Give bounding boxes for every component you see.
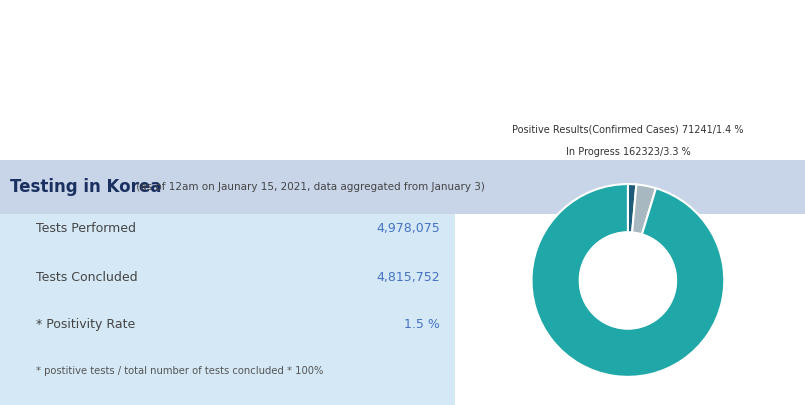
Text: + 513: + 513 bbox=[154, 129, 188, 139]
Circle shape bbox=[596, 50, 636, 91]
Text: =: = bbox=[207, 63, 220, 78]
Text: + 22: + 22 bbox=[696, 128, 725, 141]
Text: +: + bbox=[609, 63, 622, 78]
Text: + 764: + 764 bbox=[302, 128, 338, 141]
Circle shape bbox=[407, 50, 447, 91]
Text: 1,217: 1,217 bbox=[658, 64, 763, 96]
Text: Released from isolation: Released from isolation bbox=[231, 16, 409, 29]
Circle shape bbox=[193, 50, 233, 91]
Text: 1.5 %: 1.5 % bbox=[404, 318, 440, 330]
Text: * Positivity Rate: * Positivity Rate bbox=[36, 318, 135, 330]
Text: Confirmed Cases: Confirmed Cases bbox=[43, 16, 170, 29]
Text: (accumulation): (accumulation) bbox=[26, 75, 94, 85]
Text: +: + bbox=[420, 63, 433, 78]
Text: 4,815,752: 4,815,752 bbox=[377, 271, 440, 284]
Text: Isolated: Isolated bbox=[491, 16, 551, 29]
Text: In Progress 162323/3.3 %: In Progress 162323/3.3 % bbox=[566, 147, 690, 158]
Wedge shape bbox=[628, 184, 637, 232]
FancyBboxPatch shape bbox=[0, 160, 805, 214]
Wedge shape bbox=[531, 184, 724, 377]
FancyBboxPatch shape bbox=[0, 214, 455, 405]
Text: 13,488: 13,488 bbox=[457, 64, 585, 96]
Text: Daily Change: Daily Change bbox=[47, 129, 122, 139]
Circle shape bbox=[580, 232, 676, 329]
Text: Deceased: Deceased bbox=[675, 16, 746, 29]
Text: (as of 12am on Jaunary 15, 2021, data aggregated from January 3): (as of 12am on Jaunary 15, 2021, data ag… bbox=[133, 182, 485, 192]
Text: 56,536: 56,536 bbox=[255, 64, 385, 96]
Wedge shape bbox=[632, 184, 656, 234]
Text: Tests Performed: Tests Performed bbox=[36, 222, 136, 235]
Text: Positive Results(Confirmed Cases) 71241/1.4 %: Positive Results(Confirmed Cases) 71241/… bbox=[512, 124, 744, 134]
Text: Tests Concluded: Tests Concluded bbox=[36, 271, 138, 284]
Text: 4,978,075: 4,978,075 bbox=[377, 222, 440, 235]
Text: * postitive tests / total number of tests concluded * 100%: * postitive tests / total number of test… bbox=[36, 366, 324, 376]
Text: (Released from Quarantine): (Released from Quarantine) bbox=[248, 40, 392, 50]
Text: - 273: - 273 bbox=[506, 128, 536, 141]
Text: 71,241: 71,241 bbox=[89, 64, 218, 96]
Text: Testing in Korea: Testing in Korea bbox=[10, 178, 162, 196]
